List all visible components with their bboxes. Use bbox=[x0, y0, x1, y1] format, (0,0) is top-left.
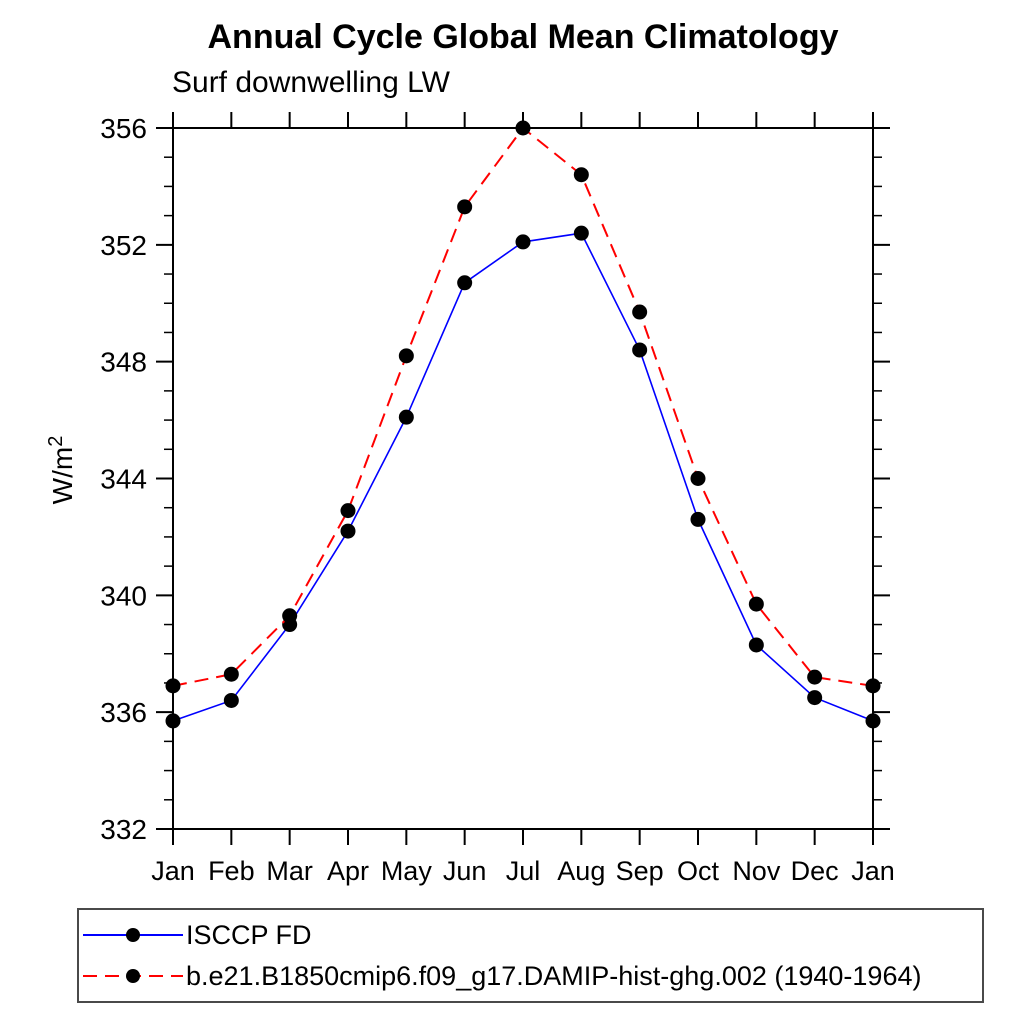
legend-marker-dot bbox=[126, 928, 140, 942]
x-tick-label: Sep bbox=[616, 856, 664, 886]
data-point bbox=[340, 503, 356, 519]
data-point bbox=[457, 275, 473, 291]
x-tick-label: Jun bbox=[443, 856, 487, 886]
x-tick-label: Mar bbox=[266, 856, 313, 886]
data-point bbox=[165, 713, 181, 729]
data-point bbox=[223, 666, 239, 682]
data-point bbox=[165, 678, 181, 694]
x-tick-label: Nov bbox=[732, 856, 781, 886]
data-point bbox=[223, 692, 239, 708]
y-tick-label: 344 bbox=[100, 464, 147, 495]
data-point bbox=[515, 234, 531, 250]
legend-item-label: ISCCP FD bbox=[186, 919, 312, 950]
data-point bbox=[573, 225, 589, 241]
y-tick-label: 340 bbox=[100, 580, 147, 611]
data-point bbox=[690, 511, 706, 527]
legend-line-sample-dashed bbox=[83, 969, 183, 983]
x-tick-label: May bbox=[381, 856, 433, 886]
series-line-1 bbox=[172, 126, 874, 687]
page-title: Annual Cycle Global Mean Climatology bbox=[207, 18, 839, 56]
y-tick-label: 356 bbox=[100, 113, 147, 144]
data-point bbox=[398, 348, 414, 364]
x-tick-label: Feb bbox=[208, 856, 255, 886]
data-point bbox=[340, 523, 356, 539]
x-tick-label: Aug bbox=[557, 856, 605, 886]
data-point bbox=[515, 120, 531, 136]
legend-marker-dot bbox=[126, 969, 140, 983]
data-point bbox=[690, 471, 706, 486]
data-point bbox=[632, 304, 648, 320]
legend-line-sample-solid bbox=[83, 928, 183, 942]
y-tick-label: 352 bbox=[100, 230, 147, 261]
x-tick-label: Apr bbox=[327, 856, 369, 886]
x-tick-label: Jan bbox=[151, 856, 195, 886]
legend-box: ISCCP FD b.e21.B1850cmip6.f09_g17.DAMIP-… bbox=[77, 908, 984, 1003]
data-point bbox=[807, 669, 823, 685]
data-point bbox=[807, 690, 823, 706]
legend-item: b.e21.B1850cmip6.f09_g17.DAMIP-hist-ghg.… bbox=[83, 956, 982, 997]
x-tick-label: Dec bbox=[791, 856, 839, 886]
x-tick-label: Jan bbox=[851, 856, 895, 886]
data-point bbox=[632, 342, 648, 358]
x-tick-label: Jul bbox=[506, 856, 541, 886]
data-point bbox=[748, 596, 764, 612]
data-point bbox=[865, 713, 881, 729]
data-point bbox=[282, 608, 298, 624]
y-tick-label: 348 bbox=[100, 347, 147, 378]
series-line-0 bbox=[172, 232, 874, 722]
data-point bbox=[865, 678, 881, 694]
data-point bbox=[573, 167, 589, 183]
plot-frame bbox=[172, 127, 874, 830]
data-point bbox=[748, 637, 764, 653]
y-tick-label: 336 bbox=[100, 697, 147, 728]
legend-item: ISCCP FD bbox=[83, 915, 982, 956]
data-point bbox=[457, 199, 473, 215]
y-tick-label: 332 bbox=[100, 814, 147, 845]
chart-subtitle: Surf downwelling LW bbox=[172, 66, 450, 99]
x-tick-label: Oct bbox=[677, 856, 720, 886]
data-point bbox=[398, 409, 414, 425]
legend-item-label: b.e21.B1850cmip6.f09_g17.DAMIP-hist-ghg.… bbox=[186, 960, 922, 991]
